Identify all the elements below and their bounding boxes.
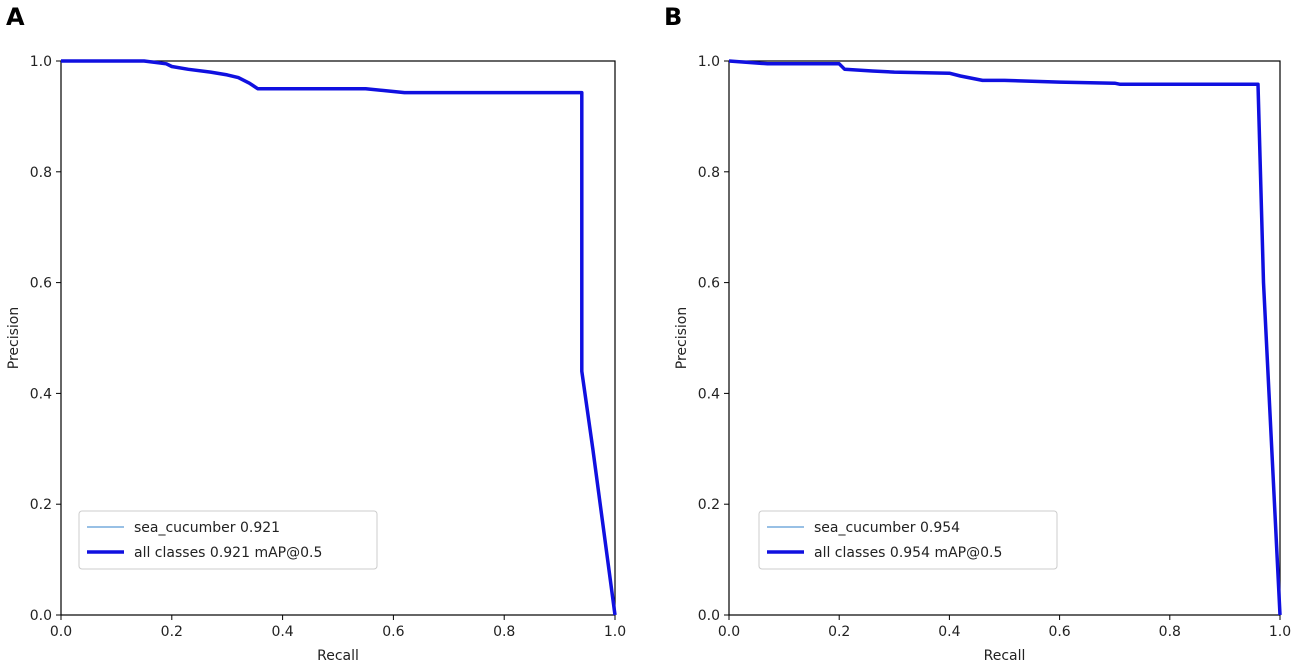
- x-tick-label: 0.6: [382, 624, 404, 640]
- y-tick-label: 0.2: [30, 497, 52, 513]
- y-tick-label: 0.8: [30, 165, 52, 181]
- y-axis-label: Precision: [674, 307, 690, 369]
- x-tick-label: 0.8: [1159, 624, 1181, 640]
- x-tick-label: 0.8: [493, 624, 515, 640]
- series-line-all-classes: [728, 59, 1282, 616]
- x-axis-label: Recall: [984, 648, 1026, 664]
- x-tick-label: 0.2: [828, 624, 850, 640]
- x-tick-label: 1.0: [604, 624, 626, 640]
- x-tick-label: 0.4: [938, 624, 960, 640]
- x-tick-label: 0.4: [271, 624, 293, 640]
- y-axis-label: Precision: [6, 307, 22, 369]
- y-tick-label: 0.0: [30, 608, 52, 624]
- legend-entry: all classes 0.954 mAP@0.5: [814, 545, 1002, 561]
- y-tick-label: 0.2: [698, 497, 720, 513]
- y-tick-label: 1.0: [30, 54, 52, 70]
- x-tick-label: 1.0: [1269, 624, 1291, 640]
- x-tick-label: 0.0: [50, 624, 72, 640]
- y-tick-label: 0.4: [698, 386, 720, 402]
- series-line-all-classes: [61, 59, 617, 616]
- legend-entry: sea_cucumber 0.954: [814, 520, 960, 536]
- y-tick-label: 1.0: [698, 54, 720, 70]
- legend-box: [758, 510, 1058, 570]
- legend: sea_cucumber 0.954 all classes 0.954 mAP@…: [758, 510, 1058, 570]
- plot-frame: [60, 60, 616, 616]
- y-tick-label: 0.4: [30, 386, 52, 402]
- legend-box: [78, 510, 378, 570]
- legend: sea_cucumber 0.921 all classes 0.921 mAP@…: [78, 510, 378, 570]
- y-tick-label: 0.6: [698, 276, 720, 292]
- x-axis-label: Recall: [317, 648, 359, 664]
- plot-frame: [728, 60, 1281, 616]
- y-tick-label: 0.0: [698, 608, 720, 624]
- x-tick-label: 0.2: [161, 624, 183, 640]
- chart-panel-b: B 0.0 0.2 0.4 0.6 0.8 1.0 0.0 0.2 0.4 0.6 0.8 1.0 Rec…: [664, 3, 1291, 664]
- chart-panel-a: A 0.0 0.2 0.4 0.6 0.8 1.0 0.0 0.2 0.4 0.6 0.8 1.0 Rec…: [6, 3, 626, 664]
- legend-entry: sea_cucumber 0.921: [134, 520, 280, 536]
- y-tick-label: 0.6: [30, 276, 52, 292]
- x-tick-label: 0.0: [718, 624, 740, 640]
- panel-label: B: [664, 3, 682, 31]
- panel-label: A: [6, 3, 25, 31]
- y-tick-label: 0.8: [698, 165, 720, 181]
- legend-entry: all classes 0.921 mAP@0.5: [134, 545, 322, 561]
- x-tick-label: 0.6: [1048, 624, 1070, 640]
